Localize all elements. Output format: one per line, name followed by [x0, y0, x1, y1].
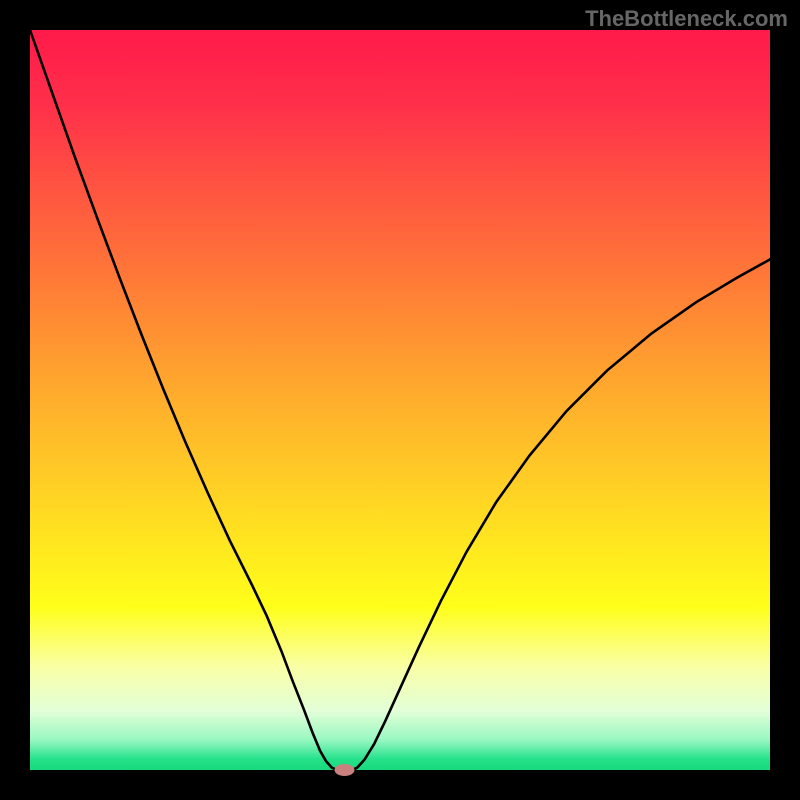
minimum-marker	[335, 764, 355, 776]
chart-svg	[0, 0, 800, 800]
watermark-text: TheBottleneck.com	[585, 6, 788, 32]
plot-background	[30, 30, 770, 770]
bottleneck-chart: TheBottleneck.com	[0, 0, 800, 800]
